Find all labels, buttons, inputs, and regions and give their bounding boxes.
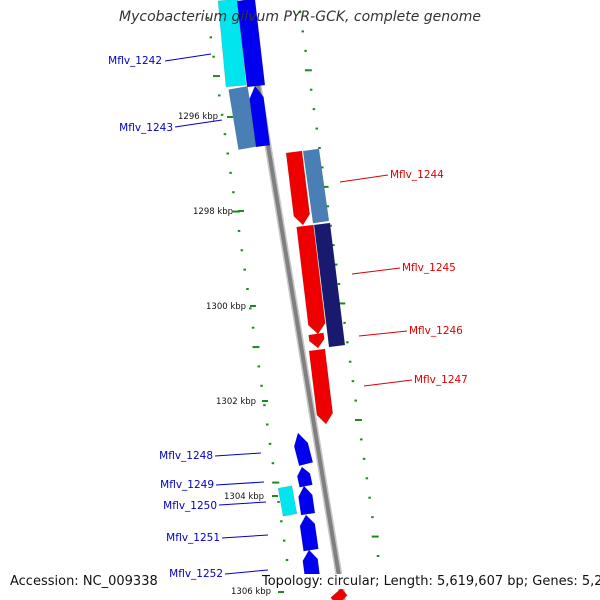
gene-leader-line [351,267,401,275]
gene-arrow-mflv-1251 [299,514,319,552]
gene-label: Mflv_1244 [390,169,444,181]
gene-label: Mflv_1251 [166,532,220,544]
gene-arrow-mflv-1242 [236,0,266,88]
gene-leader-line [339,174,389,183]
gc-content-track [206,11,380,561]
ruler-label: 1296 kbp [178,112,218,122]
gene-arrow-mflv-1247 [308,348,334,425]
gene-leader-line [214,452,262,457]
gene-arrow-mflv-1242-cyan [217,0,247,88]
accession-label: Accession: NC_009338 [10,574,158,589]
gene-arrow-mflv-1250 [298,485,316,516]
gene-label: Mflv_1252 [169,568,223,580]
gene-label: Mflv_1248 [159,450,213,462]
ruler-label: 1304 kbp [224,492,264,502]
gene-arrow-partial [330,587,348,600]
gene-leader-line [215,481,265,486]
ruler-label: 1306 kbp [231,587,271,597]
ruler-label: 1302 kbp [216,397,256,407]
gene-leader-line [224,569,269,575]
gene-leader-line [174,119,223,128]
gene-label: Mflv_1247 [414,374,468,386]
gene-leader-line [363,379,413,387]
gene-label: Mflv_1243 [119,122,173,134]
gene-label: Mflv_1245 [402,262,456,274]
gene-label: Mflv_1242 [108,55,162,67]
gene-label: Mflv_1250 [163,500,217,512]
gene-arrow-mflv-1248 [293,432,314,467]
ruler-label: 1298 kbp [193,207,233,217]
gene-labels: Mflv_1242 Mflv_1243 Mflv_1244 Mflv_1245 Mflv… [108,53,468,580]
gene-arrow-mflv-1243 [249,85,271,148]
gene-arrow-mflv-1244-steel [302,148,330,224]
ruler-label: 1300 kbp [206,302,246,312]
gene-arrow-mflv-1245 [296,224,326,335]
gene-leader-line [164,53,212,62]
topology-label: Topology: circular; Length: 5,619,607 bp… [262,574,600,589]
gene-label: Mflv_1246 [409,325,463,337]
map-title: Mycobacterium gilvum PYR-GCK, complete g… [119,9,481,25]
gene-leader-line [358,330,408,337]
coordinate-ruler: 1296 kbp 1298 kbp 1300 kbp 1302 kbp 1304 kbp… [178,112,284,597]
gene-arrow-mflv-1250-cyan [277,485,298,517]
gene-features [217,0,348,600]
gene-label: Mflv_1249 [160,479,214,491]
gene-arrow-mflv-1245-navy [313,222,346,348]
gene-leader-line [218,501,267,506]
gene-leader-line [221,534,269,539]
gene-arrow-mflv-1244 [285,150,311,226]
gene-arrow-mflv-1246 [308,332,325,349]
gene-arrow-mflv-1249 [296,466,313,488]
